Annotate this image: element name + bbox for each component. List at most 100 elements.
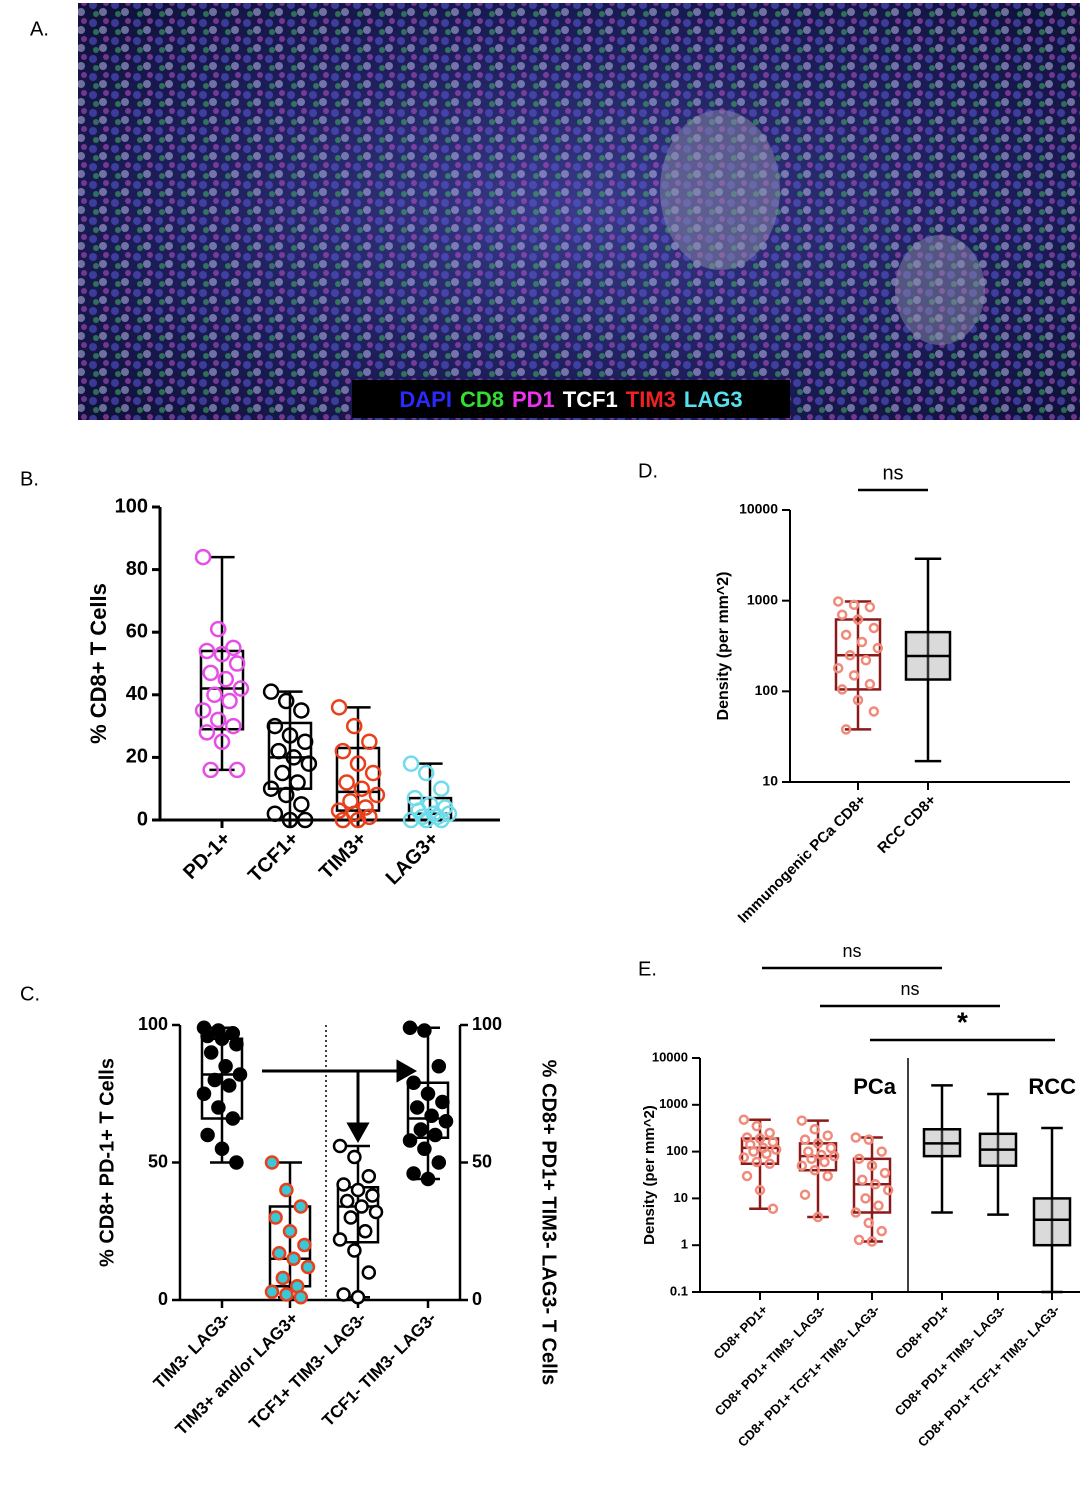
data-point [206, 686, 223, 704]
significance-label: ns [882, 462, 903, 484]
group-label: PCa [853, 1074, 897, 1099]
x-tick-label: TCF1+ [244, 828, 303, 887]
data-point [852, 614, 864, 625]
data-point [357, 1224, 373, 1239]
data-point [330, 802, 348, 819]
data-point [435, 1094, 450, 1110]
data-point [424, 1108, 439, 1123]
data-point [274, 764, 291, 782]
data-point [300, 1259, 316, 1275]
data-point [764, 1127, 775, 1139]
data-point [850, 1207, 862, 1218]
data-point [345, 717, 363, 735]
data-point [350, 1290, 366, 1305]
data-point [361, 1169, 377, 1184]
data-point [347, 1149, 362, 1165]
data-point [347, 1243, 362, 1258]
data-point [262, 683, 280, 700]
data-point [844, 650, 856, 661]
data-point [860, 1193, 871, 1204]
data-point [822, 1130, 833, 1141]
channel-name: TCF1 [563, 387, 618, 412]
data-point [354, 1199, 369, 1214]
data-point [200, 1028, 215, 1044]
data-point [368, 786, 386, 804]
box [1032, 1197, 1072, 1247]
data-point [856, 636, 868, 648]
data-point [770, 1144, 782, 1155]
tissue-gland [895, 235, 985, 345]
data-point [198, 724, 216, 741]
data-point [868, 706, 880, 717]
data-point [876, 1225, 887, 1237]
data-point [853, 1234, 865, 1246]
channel-name: DAPI [399, 387, 452, 412]
data-point [433, 811, 450, 829]
y-axis-label: % CD8+ PD-1+ T Cells [96, 1058, 118, 1267]
data-point [264, 1284, 280, 1299]
tissue-gland [660, 110, 780, 270]
data-point [832, 662, 844, 674]
data-point [882, 1184, 894, 1196]
x-tick-label: TCF1- TIM3- LAG3- [318, 1309, 440, 1431]
y-tick-label: 10000 [739, 501, 778, 517]
data-point [799, 1134, 811, 1145]
data-point [825, 1142, 837, 1154]
data-point [417, 1023, 432, 1038]
data-point [207, 1072, 223, 1088]
data-point [349, 755, 367, 772]
y-tick-label: 1000 [659, 1096, 688, 1111]
group-label: RCC [1028, 1074, 1076, 1099]
significance-label: * [957, 1006, 968, 1037]
data-point [338, 774, 355, 791]
y-tick-label: 10000 [652, 1049, 688, 1064]
y-tick-label: 40 [126, 683, 148, 705]
data-point [864, 601, 876, 613]
arrowhead [346, 1122, 370, 1144]
data-point [869, 1179, 881, 1190]
data-point [427, 1127, 443, 1143]
panel-label: A. [30, 18, 49, 40]
data-point [225, 1111, 241, 1126]
data-point [402, 755, 420, 772]
data-point [203, 1045, 219, 1060]
data-point [336, 1177, 351, 1192]
data-point [364, 764, 382, 782]
data-point [417, 764, 435, 782]
data-point [767, 1203, 779, 1215]
box [199, 649, 245, 731]
data-point [741, 1170, 753, 1182]
data-point [209, 711, 227, 729]
data-point [300, 755, 318, 772]
data-point [809, 1164, 821, 1176]
y-axis-label: Density (per mm^2) [715, 572, 732, 721]
data-point [209, 620, 227, 638]
data-point [840, 724, 852, 735]
data-point [293, 702, 310, 719]
data-point [879, 1167, 891, 1179]
data-point [293, 1199, 309, 1214]
x-tick-label: CD8+ PD1+ TIM3- LAG3- [892, 1302, 1009, 1419]
y-tick-label: 60 [126, 620, 148, 642]
y-tick-label: 10 [674, 1190, 688, 1205]
data-point [264, 1155, 280, 1170]
data-point [438, 1114, 454, 1129]
data-point [864, 678, 876, 690]
data-point [413, 1122, 429, 1137]
channel-legend: DAPI CD8 PD1 TCF1 TIM3 LAG3 [399, 387, 742, 412]
data-point [406, 1075, 421, 1090]
data-point [796, 1115, 808, 1126]
data-point [751, 1156, 763, 1168]
data-point [279, 1182, 294, 1198]
data-point [334, 742, 352, 760]
data-point [232, 680, 250, 697]
data-point [214, 1141, 230, 1156]
data-point [738, 1152, 750, 1163]
data-point [202, 664, 219, 682]
data-point [429, 808, 446, 826]
data-point [228, 761, 246, 779]
data-point [796, 1160, 808, 1171]
data-point [339, 1193, 355, 1209]
data-point [330, 699, 348, 716]
